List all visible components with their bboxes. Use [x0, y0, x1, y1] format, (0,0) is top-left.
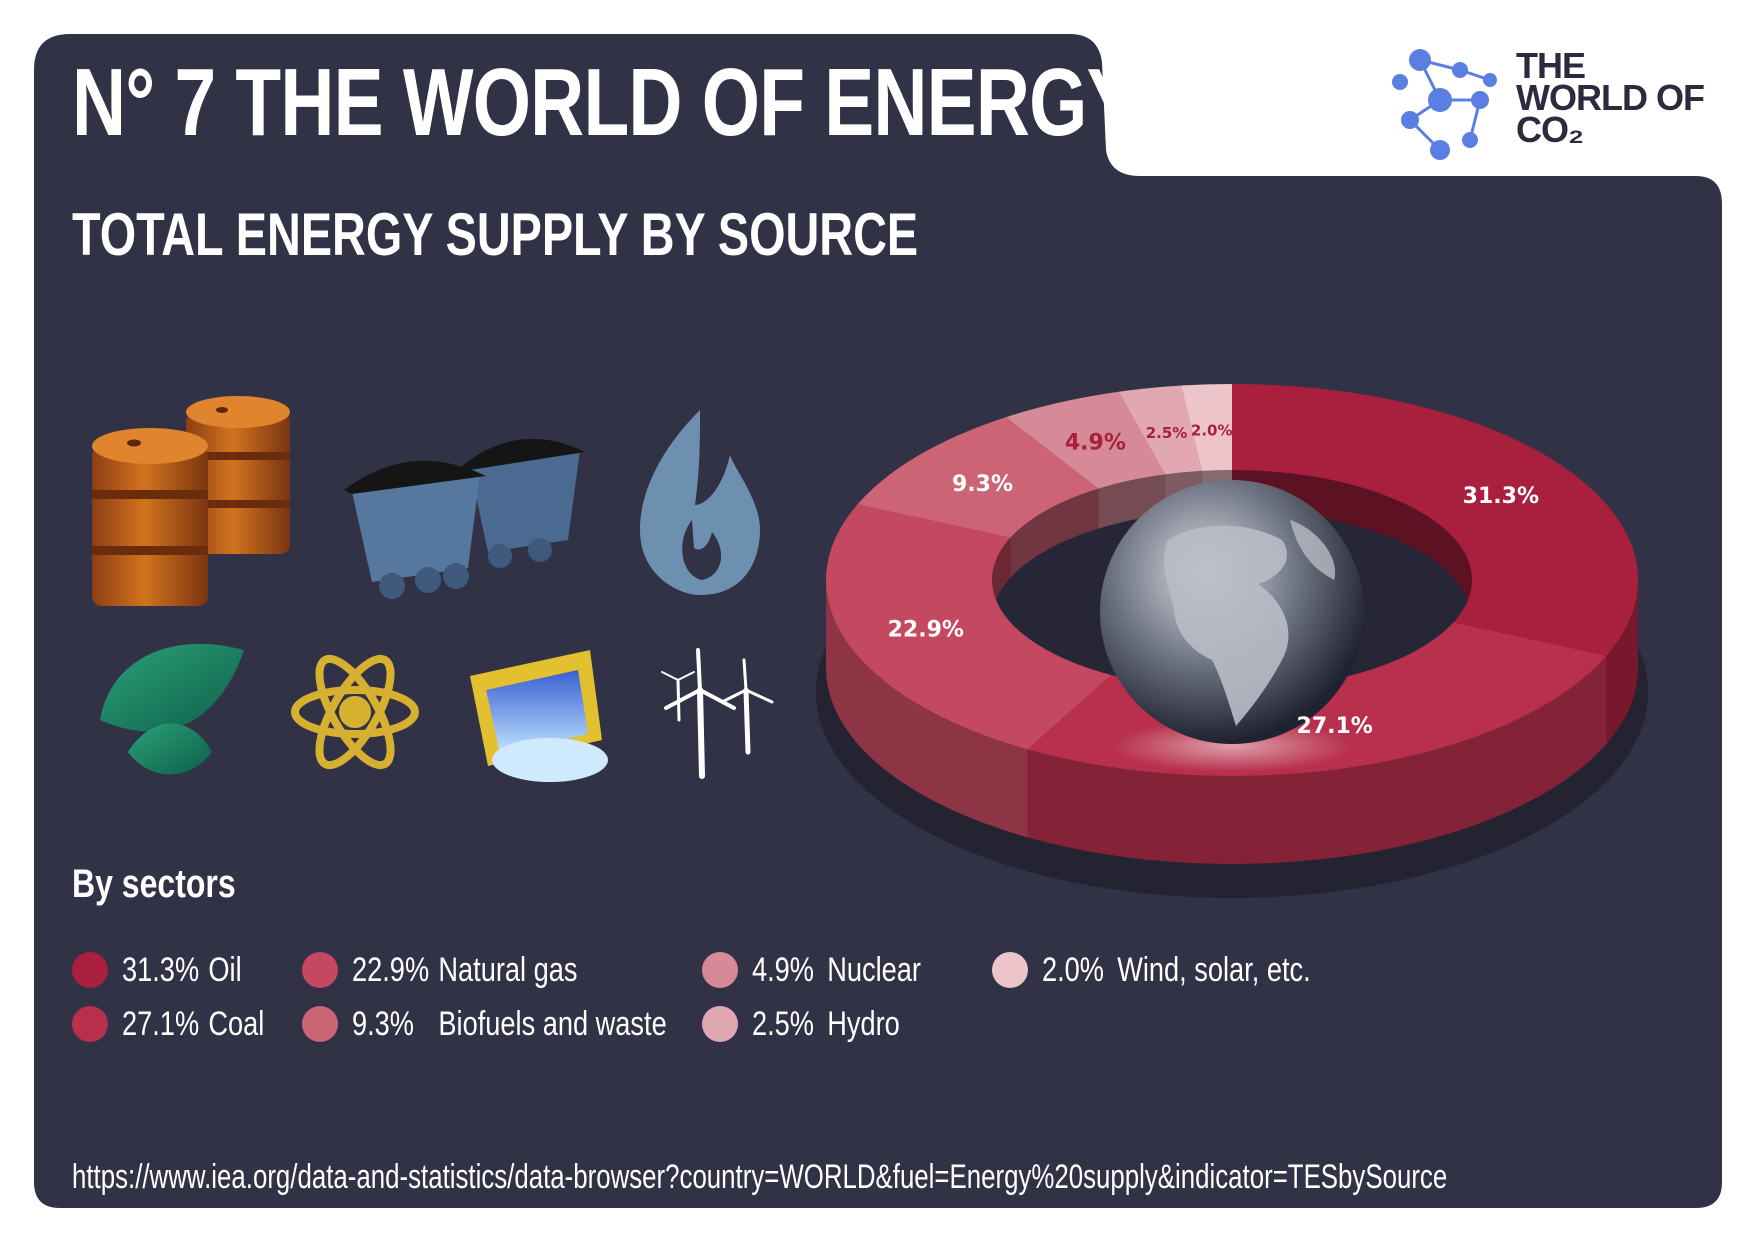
logo: THE WORLD OF CO₂: [1516, 45, 1705, 150]
slice-label-5: 4.9%: [1065, 430, 1126, 455]
atom-icon: [291, 654, 419, 770]
legend-item: 4.9% Nuclear: [702, 948, 963, 992]
dam-icon: [470, 650, 608, 782]
credit-text: Infographic by: www.the-world-of-co2.com: [1726, 809, 1748, 1154]
legend-item: 27.1% Coal: [72, 1002, 300, 1046]
page-subtitle: TOTAL ENERGY SUPPLY BY SOURCE: [72, 201, 919, 268]
slice-label-7: 2.0%: [1191, 421, 1233, 439]
legend-value: 31.3%: [122, 950, 200, 989]
legend-label: Nuclear: [827, 950, 921, 989]
legend-swatch: [992, 952, 1028, 988]
leaf-icon: [100, 643, 244, 775]
donut-slice-1: [1232, 384, 1638, 656]
slice-labels: 31.3% 27.1% 22.9% 9.3% 4.9% 2.5% 2.0%: [888, 421, 1539, 739]
wind-turbines-icon: [661, 648, 774, 779]
donut-slice-7: [1181, 384, 1232, 471]
legend-label: Oil: [208, 950, 242, 989]
legend-value: 22.9%: [352, 950, 430, 989]
legend-value: 2.5%: [752, 1004, 814, 1043]
legend-label: Natural gas: [438, 950, 578, 989]
globe-icon: [1100, 480, 1364, 772]
donut-inner-wall-b-4: [1010, 488, 1099, 578]
legend-swatch: [702, 952, 738, 988]
slice-label-6: 2.5%: [1146, 424, 1188, 442]
legend-item: 22.9% Natural gas: [302, 948, 634, 992]
legend-swatch: [72, 1006, 108, 1042]
donut-slice-3: [826, 504, 1112, 750]
page-title: N° 7 THE WORLD OF ENERGY: [72, 49, 1137, 156]
donut-slice-6: [1118, 385, 1202, 475]
legend-item: 2.0% Wind, solar, etc.: [992, 948, 1378, 992]
legend-item: 31.3% Oil: [72, 948, 272, 992]
legend-value: 2.0%: [1042, 950, 1104, 989]
donut-inner-wall-b-3: [992, 537, 1011, 620]
legend-label: Biofuels and waste: [438, 1004, 667, 1043]
slice-label-4: 9.3%: [952, 472, 1013, 497]
source-url[interactable]: https://www.iea.org/data-and-statistics/…: [72, 1158, 1448, 1196]
legend-value: 9.3%: [352, 1004, 414, 1043]
legend-heading: By sectors: [72, 862, 236, 906]
logo-line-1: THE: [1516, 45, 1586, 86]
slice-label-3: 22.9%: [888, 618, 964, 643]
donut-side-1: [1606, 580, 1638, 744]
legend-swatch: [302, 952, 338, 988]
donut-side-3: [826, 580, 1028, 838]
coal-carts-icon: [344, 438, 585, 599]
donut-slice-5: [1005, 391, 1166, 489]
slice-label-1: 31.3%: [1463, 484, 1539, 509]
slice-label-2: 27.1%: [1297, 714, 1373, 739]
logo-line-2: WORLD OF: [1516, 77, 1705, 118]
legend-swatch: [302, 1006, 338, 1042]
donut-side-2: [1027, 655, 1607, 864]
logo-line-3: CO₂: [1516, 109, 1584, 150]
legend-item: 2.5% Hydro: [702, 1002, 937, 1046]
legend-value: 4.9%: [752, 950, 814, 989]
gas-flame-icon: [640, 410, 760, 595]
molecule-logo-icon: [1392, 49, 1497, 160]
legend-swatch: [72, 952, 108, 988]
legend-value: 27.1%: [122, 1004, 200, 1043]
legend-label: Hydro: [827, 1004, 900, 1043]
legend-swatch: [702, 1006, 738, 1042]
legend-label: Wind, solar, etc.: [1117, 950, 1311, 989]
legend-item: 9.3% Biofuels and waste: [302, 1002, 745, 1046]
oil-barrels-icon: [92, 396, 290, 606]
donut-slice-4: [857, 417, 1099, 538]
legend-label: Coal: [208, 1004, 265, 1043]
